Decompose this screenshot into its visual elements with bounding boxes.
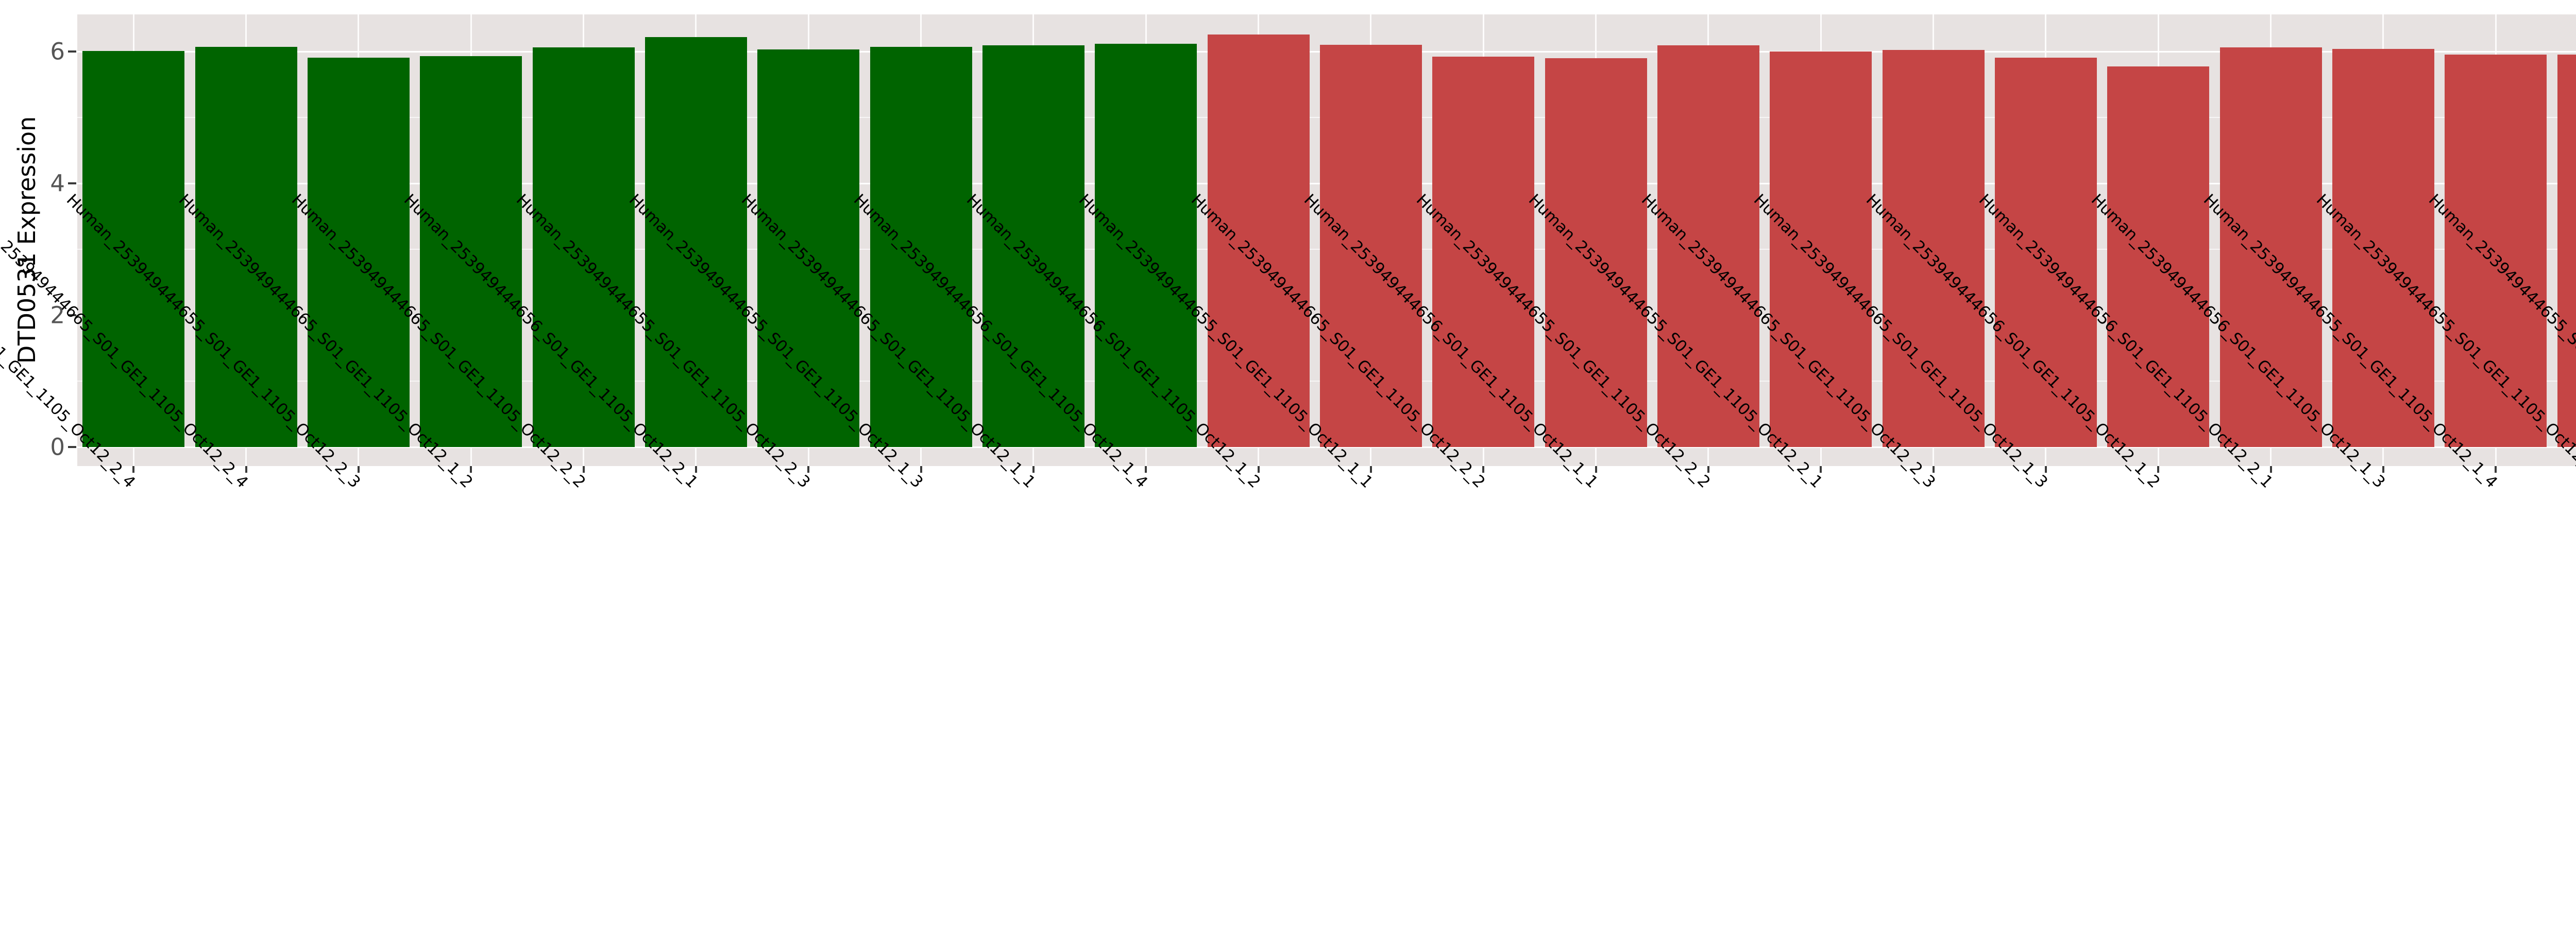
- x-tick-mark: [132, 466, 135, 473]
- x-tick-mark: [1707, 466, 1709, 473]
- y-tick-label: 4: [50, 169, 65, 197]
- bar: [1432, 57, 1535, 447]
- bar: [195, 47, 297, 447]
- x-tick-mark: [1032, 466, 1035, 473]
- y-tick-mark: [68, 314, 76, 316]
- bar: [1994, 57, 2097, 447]
- x-tick-mark: [1257, 466, 1260, 473]
- bar: [1657, 45, 1759, 447]
- bar: [532, 47, 635, 447]
- x-tick-mark: [245, 466, 247, 473]
- y-tick-mark: [68, 446, 76, 448]
- bar: [1095, 43, 1197, 447]
- bar: [82, 50, 185, 447]
- bar: [1545, 58, 1647, 447]
- x-tick-mark: [1595, 466, 1597, 473]
- x-tick-mark: [357, 466, 360, 473]
- y-tick-mark: [68, 182, 76, 184]
- y-tick-mark: [68, 50, 76, 53]
- bar: [420, 56, 522, 447]
- bar: [307, 57, 410, 447]
- x-tick-mark: [2044, 466, 2047, 473]
- bar: [982, 45, 1084, 447]
- bar: [2445, 55, 2547, 447]
- x-tick-mark: [1369, 466, 1372, 473]
- bar: [2219, 47, 2322, 447]
- bar: [645, 37, 747, 447]
- x-tick-mark: [2495, 466, 2497, 473]
- bar: [2107, 66, 2210, 447]
- plot-area: [77, 14, 2576, 466]
- bar: [1882, 50, 1985, 447]
- bar: [757, 49, 860, 447]
- x-tick-mark: [1932, 466, 1935, 473]
- x-tick-mark: [2157, 466, 2160, 473]
- x-tick-mark: [694, 466, 697, 473]
- x-tick-mark: [2269, 466, 2272, 473]
- x-tick-mark: [1145, 466, 1147, 473]
- y-tick-label: 2: [50, 301, 65, 329]
- y-tick-label: 0: [50, 433, 65, 461]
- bar: [1207, 34, 1310, 447]
- x-tick-mark: [1482, 466, 1485, 473]
- bar: [2332, 48, 2434, 447]
- x-tick-mark: [582, 466, 585, 473]
- x-tick-mark: [470, 466, 472, 473]
- x-tick-mark: [807, 466, 810, 473]
- x-tick-mark: [920, 466, 922, 473]
- bar: [1770, 52, 1872, 447]
- bar: [870, 47, 972, 447]
- x-tick-mark: [1820, 466, 1822, 473]
- x-tick-mark: [2382, 466, 2384, 473]
- y-tick-label: 6: [50, 38, 65, 65]
- bar: [1319, 45, 1422, 447]
- bar: [2557, 55, 2576, 447]
- gridline-major: [77, 447, 2576, 448]
